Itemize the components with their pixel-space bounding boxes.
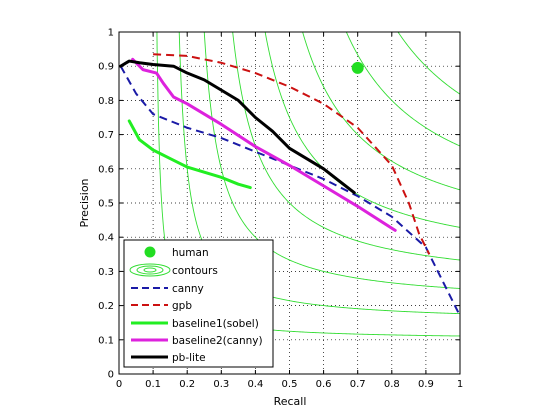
legend-label-pblite: pb-lite (172, 352, 206, 364)
contour-line (345, 32, 460, 147)
human-marker (351, 61, 364, 74)
legend-label-gpb: gpb (172, 300, 192, 312)
legend-label-baseline1: baseline1(sobel) (172, 318, 259, 330)
y-tick-label: 0.4 (98, 233, 114, 244)
x-tick-label: 0.6 (316, 379, 332, 390)
contour-line (397, 32, 460, 95)
human-marker-group (351, 61, 364, 74)
legend-contours-icon (129, 263, 171, 277)
x-tick-label: 0.4 (247, 379, 263, 390)
tick-labels: 0 0.1 0.2 0.3 0.4 0.5 0.6 0.7 0.8 0.9 1 0 0.1 0.2 0.3 0… (98, 28, 463, 391)
series-line-baseline1 (127, 119, 252, 190)
legend-box (123, 239, 274, 368)
series-line-pblite (119, 59, 356, 195)
x-tick-label: 0.8 (384, 379, 400, 390)
legend-human-marker (144, 246, 156, 258)
x-tick-label: 0.3 (213, 379, 229, 390)
x-tick-label: 0.1 (145, 379, 161, 390)
x-tick-label: 0 (116, 379, 122, 390)
legend-label-contours: contours (172, 265, 218, 277)
y-tick-label: 0.7 (98, 130, 114, 141)
x-tick-label: 0.2 (179, 379, 195, 390)
y-tick-label: 0.6 (98, 164, 114, 175)
contour-line (203, 32, 460, 289)
y-tick-label: 0 (108, 370, 114, 381)
series-line-canny (119, 65, 460, 317)
y-tick-label: 1 (108, 28, 114, 39)
ticks (118, 31, 461, 375)
series-group (119, 53, 460, 317)
y-tick-label: 0.1 (98, 335, 114, 346)
series-line-baseline2 (131, 57, 397, 232)
x-axis-label: Recall (274, 395, 307, 408)
contour-line (302, 32, 460, 191)
contour-line (232, 32, 460, 261)
x-tick-label: 0.5 (282, 379, 298, 390)
legend-label-human: human (172, 247, 209, 259)
x-tick-label: 0.9 (418, 379, 434, 390)
legend: human contours canny gpb baseline1(sobel… (123, 239, 274, 368)
x-tick-label: 1 (457, 379, 463, 390)
y-tick-label: 0.9 (98, 62, 114, 73)
series-line-gpb (153, 53, 431, 255)
legend-label-canny: canny (172, 283, 204, 295)
x-tick-label: 0.7 (350, 379, 366, 390)
y-tick-label: 0.3 (98, 267, 114, 278)
y-axis-label: Precision (78, 178, 91, 227)
y-tick-label: 0.5 (98, 199, 114, 210)
y-tick-label: 0.2 (98, 301, 114, 312)
y-tick-label: 0.8 (98, 96, 114, 107)
legend-label-baseline2: baseline2(canny) (172, 335, 263, 347)
